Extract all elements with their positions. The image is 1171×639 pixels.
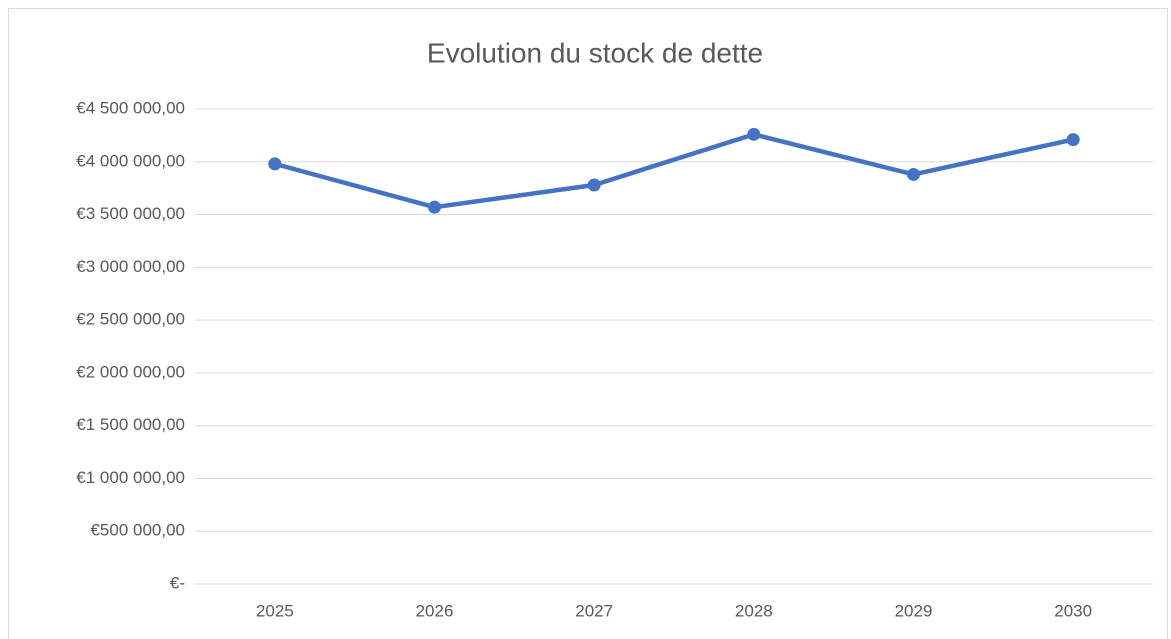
- chart-title: Evolution du stock de dette: [427, 37, 763, 68]
- x-tick-label: 2029: [895, 601, 933, 620]
- y-tick-label: €500 000,00: [90, 521, 185, 540]
- x-tick-label: 2026: [416, 601, 454, 620]
- x-tick-label: 2027: [575, 601, 613, 620]
- x-tick-label: 2028: [735, 601, 773, 620]
- y-tick-label: €1 500 000,00: [76, 415, 185, 434]
- y-tick-label: €-: [170, 573, 185, 592]
- y-tick-label: €2 500 000,00: [76, 310, 185, 329]
- y-tick-label: €4 500 000,00: [76, 98, 185, 117]
- data-point: [907, 167, 920, 181]
- y-tick-label: €3 000 000,00: [76, 257, 185, 276]
- y-tick-label: €1 000 000,00: [76, 468, 185, 487]
- y-tick-label: €2 000 000,00: [76, 362, 185, 381]
- x-tick-label: 2030: [1054, 601, 1092, 620]
- data-point: [587, 178, 601, 192]
- series-line: [272, 132, 1076, 210]
- data-point: [268, 157, 282, 171]
- y-tick-label: €4 000 000,00: [76, 151, 185, 170]
- data-point: [1066, 133, 1080, 147]
- chart-border: [8, 8, 1168, 639]
- y-tick-label: €3 500 000,00: [76, 204, 185, 223]
- data-point: [428, 200, 441, 214]
- x-tick-label: 2025: [256, 601, 294, 620]
- data-point: [747, 127, 761, 141]
